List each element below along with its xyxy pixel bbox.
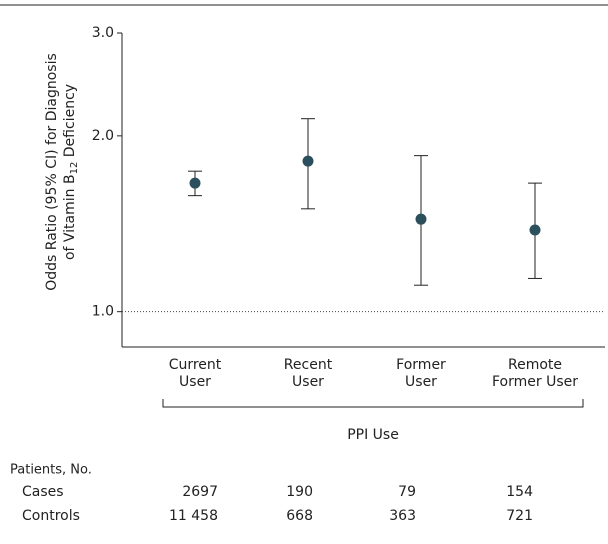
point — [529, 224, 541, 236]
y-label-part: Deficiency — [62, 84, 78, 162]
table-cell: 668 — [286, 508, 313, 524]
table-title: Patients, No. — [10, 463, 92, 478]
y-label-sub: 12 — [69, 162, 80, 175]
table-cell: 154 — [506, 484, 533, 500]
x-tick-label: Former User — [492, 374, 578, 390]
x-tick-label: User — [292, 374, 324, 390]
bracket — [162, 399, 584, 408]
table-cell: 11 458 — [169, 508, 218, 524]
x-tick-label: User — [405, 374, 437, 390]
x-tick-label: Remote — [508, 357, 562, 373]
x-axis-label: PPI Use — [347, 427, 399, 443]
table-row-label: Cases — [22, 484, 64, 500]
y-tick-label: 1.0 — [92, 304, 114, 320]
table-cell: 2697 — [182, 484, 218, 500]
y-label-line: of Vitamin B12 Deficiency — [62, 84, 80, 260]
point — [415, 213, 427, 225]
table-cell: 190 — [286, 484, 313, 500]
x-tick-label: User — [179, 374, 211, 390]
table-cell: 363 — [389, 508, 416, 524]
point — [189, 177, 201, 189]
x-tick-label: Former — [396, 357, 446, 373]
y-label-line: Odds Ratio (95% CI) for Diagnosis — [44, 53, 60, 291]
y-tick-label: 2.0 — [92, 128, 114, 144]
x-tick-label: Current — [169, 357, 222, 373]
table-cell: 721 — [506, 508, 533, 524]
table-cell: 79 — [398, 484, 416, 500]
y-label-part: of Vitamin B — [62, 174, 78, 260]
y-axis-label: Odds Ratio (95% CI) for Diagnosis of Vit… — [44, 53, 80, 291]
point — [302, 155, 314, 167]
table-row-label: Controls — [22, 508, 80, 524]
x-tick-label: Recent — [284, 357, 333, 373]
y-tick-label: 3.0 — [92, 25, 114, 41]
